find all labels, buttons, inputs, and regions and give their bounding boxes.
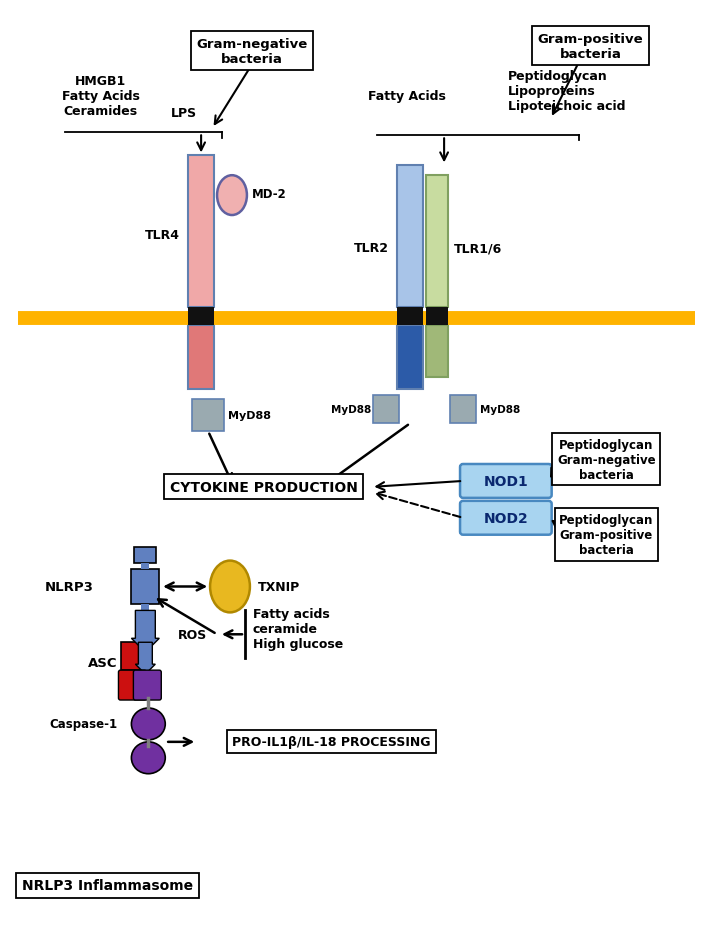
FancyBboxPatch shape [133,670,162,701]
FancyBboxPatch shape [460,465,552,498]
Text: NOD1: NOD1 [483,474,528,488]
Text: TLR1/6: TLR1/6 [454,242,503,255]
Bar [426,307,448,325]
Text: MyD88: MyD88 [331,405,372,415]
Bar [142,605,150,611]
Text: Peptidoglycan
Gram-positive
bacteria: Peptidoglycan Gram-positive bacteria [559,514,654,557]
Text: MD-2: MD-2 [252,187,287,200]
Bar [426,325,448,378]
Ellipse shape [210,561,250,612]
Bar [135,548,157,563]
Text: HMGB1
Fatty Acids
Ceramides: HMGB1 Fatty Acids Ceramides [62,75,140,118]
Text: MyD88: MyD88 [228,411,271,420]
Text: Gram-positive
bacteria: Gram-positive bacteria [538,32,644,60]
Bar [426,176,448,307]
Text: Fatty Acids: Fatty Acids [368,90,446,103]
Text: Peptidoglycan
Gram-negative
bacteria: Peptidoglycan Gram-negative bacteria [557,438,656,481]
Bar [142,563,150,569]
Ellipse shape [217,176,247,216]
Text: Gram-negative
bacteria: Gram-negative bacteria [197,38,308,66]
Bar [450,396,476,424]
Bar [188,307,214,325]
Text: NOD2: NOD2 [483,511,528,525]
Text: ASC: ASC [88,656,117,669]
FancyArrow shape [135,642,155,675]
Bar [132,569,159,605]
Bar [397,166,423,307]
Text: TLR4: TLR4 [145,229,180,242]
Text: Peptidoglycan
Lipoproteins
Lipoteichoic acid: Peptidoglycan Lipoproteins Lipoteichoic … [508,70,625,113]
Bar [397,325,423,390]
Bar [122,642,143,670]
Bar [188,156,214,307]
Text: MyD88: MyD88 [480,405,520,415]
Text: TLR2: TLR2 [355,242,389,255]
Text: PRO-IL1β/IL-18 PROCESSING: PRO-IL1β/IL-18 PROCESSING [232,736,431,749]
FancyBboxPatch shape [118,670,147,701]
FancyArrow shape [132,611,159,652]
Bar [373,396,399,424]
Text: Fatty acids
ceramide
High glucose: Fatty acids ceramide High glucose [253,607,343,651]
Text: CYTOKINE PRODUCTION: CYTOKINE PRODUCTION [170,481,358,495]
Text: NLRP3: NLRP3 [45,580,93,593]
Text: TXNIP: TXNIP [258,580,300,593]
Bar [188,325,214,390]
Ellipse shape [132,742,165,774]
Bar [397,307,423,325]
Bar [192,400,224,432]
Text: ROS: ROS [178,628,207,641]
Text: LPS: LPS [171,107,197,120]
FancyBboxPatch shape [460,501,552,535]
Text: Caspase-1: Caspase-1 [49,717,117,730]
Text: NRLP3 Inflammasome: NRLP3 Inflammasome [22,878,193,893]
Ellipse shape [132,708,165,740]
